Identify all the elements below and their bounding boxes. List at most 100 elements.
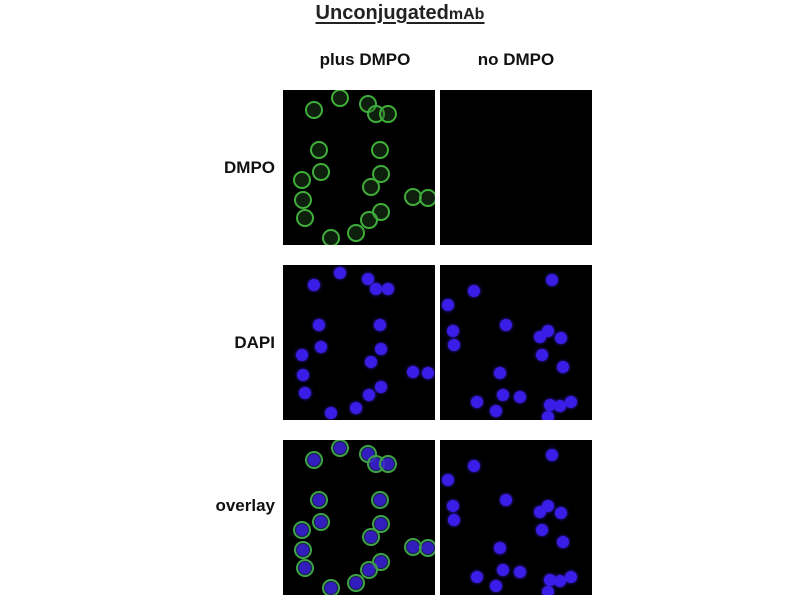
cell-nucleus [447, 500, 459, 512]
cell-nucleus [565, 571, 577, 583]
cell-nucleus [375, 518, 387, 530]
cell-nucleus [296, 524, 308, 536]
cell-nucleus [296, 349, 308, 361]
row-label-dapi: DAPI [234, 333, 275, 352]
cell-nucleus [542, 411, 554, 420]
cell-membrane [312, 163, 330, 181]
cell-nucleus [442, 474, 454, 486]
cell-nucleus [370, 283, 382, 295]
cell-membrane [419, 189, 435, 207]
cell-nucleus [555, 507, 567, 519]
cell-membrane [347, 224, 365, 242]
cell-nucleus [382, 458, 394, 470]
row-label-overlay: overlay [215, 496, 275, 515]
title-suffix: mAb [448, 6, 485, 23]
image-dapi-no [440, 265, 592, 420]
title-main: Unconjugated [315, 2, 449, 24]
cell-nucleus [334, 267, 346, 279]
cell-membrane [296, 209, 314, 227]
image-overlay-plus [283, 440, 435, 595]
cell-nucleus [325, 407, 337, 419]
cell-nucleus [334, 442, 346, 454]
cell-nucleus [442, 299, 454, 311]
cell-nucleus [468, 285, 480, 297]
cell-nucleus [544, 399, 556, 411]
cell-nucleus [497, 564, 509, 576]
cell-nucleus [546, 449, 558, 461]
cell-nucleus [313, 494, 325, 506]
cell-nucleus [471, 396, 483, 408]
cell-nucleus [554, 575, 566, 587]
cell-nucleus [315, 516, 327, 528]
cell-nucleus [365, 531, 377, 543]
cell-nucleus [544, 574, 556, 586]
cell-nucleus [490, 580, 502, 592]
cell-nucleus [297, 544, 309, 556]
cell-nucleus [375, 556, 387, 568]
image-overlay-no [440, 440, 592, 595]
cell-nucleus [313, 319, 325, 331]
cell-nucleus [422, 542, 434, 554]
cell-nucleus [542, 586, 554, 595]
cell-nucleus [448, 514, 460, 526]
figure-title: UnconjugatedmAb [0, 2, 800, 25]
image-dapi-plus [283, 265, 435, 420]
cell-nucleus [554, 400, 566, 412]
cell-nucleus [447, 325, 459, 337]
cell-nucleus [490, 405, 502, 417]
cell-nucleus [308, 279, 320, 291]
cell-nucleus [362, 273, 374, 285]
cell-nucleus [514, 391, 526, 403]
cell-membrane [371, 141, 389, 159]
cell-nucleus [315, 341, 327, 353]
cell-nucleus [374, 319, 386, 331]
cell-nucleus [382, 283, 394, 295]
image-dmpo-no [440, 90, 592, 245]
cell-nucleus [497, 389, 509, 401]
cell-nucleus [374, 494, 386, 506]
cell-nucleus [494, 542, 506, 554]
cell-nucleus [299, 387, 311, 399]
cell-nucleus [363, 564, 375, 576]
column-label-plus-dmpo: plus DMPO [319, 50, 411, 69]
cell-nucleus [536, 349, 548, 361]
cell-nucleus [542, 325, 554, 337]
cell-nucleus [308, 454, 320, 466]
cell-membrane [322, 229, 340, 245]
cell-membrane [362, 178, 380, 196]
cell-nucleus [365, 356, 377, 368]
cell-nucleus [565, 396, 577, 408]
cell-nucleus [448, 339, 460, 351]
cell-membrane [372, 165, 390, 183]
cell-membrane [294, 191, 312, 209]
cell-nucleus [500, 494, 512, 506]
cell-nucleus [375, 381, 387, 393]
cell-nucleus [325, 582, 337, 594]
cell-nucleus [350, 577, 362, 589]
cell-membrane [379, 105, 397, 123]
cell-membrane [305, 101, 323, 119]
cell-nucleus [542, 500, 554, 512]
cell-nucleus [500, 319, 512, 331]
row-label-dmpo: DMPO [224, 158, 275, 177]
cell-nucleus [471, 571, 483, 583]
cell-nucleus [514, 566, 526, 578]
image-dmpo-plus [283, 90, 435, 245]
cell-nucleus [422, 367, 434, 379]
cell-membrane [331, 90, 349, 107]
cell-membrane [310, 141, 328, 159]
cell-nucleus [297, 369, 309, 381]
cell-nucleus [557, 536, 569, 548]
cell-nucleus [375, 343, 387, 355]
cell-nucleus [363, 389, 375, 401]
cell-membrane [360, 211, 378, 229]
cell-nucleus [468, 460, 480, 472]
cell-nucleus [536, 524, 548, 536]
cell-nucleus [555, 332, 567, 344]
column-label-no-dmpo: no DMPO [477, 50, 555, 69]
cell-nucleus [350, 402, 362, 414]
cell-membrane [293, 171, 311, 189]
cell-nucleus [407, 366, 419, 378]
cell-nucleus [494, 367, 506, 379]
cell-nucleus [407, 541, 419, 553]
